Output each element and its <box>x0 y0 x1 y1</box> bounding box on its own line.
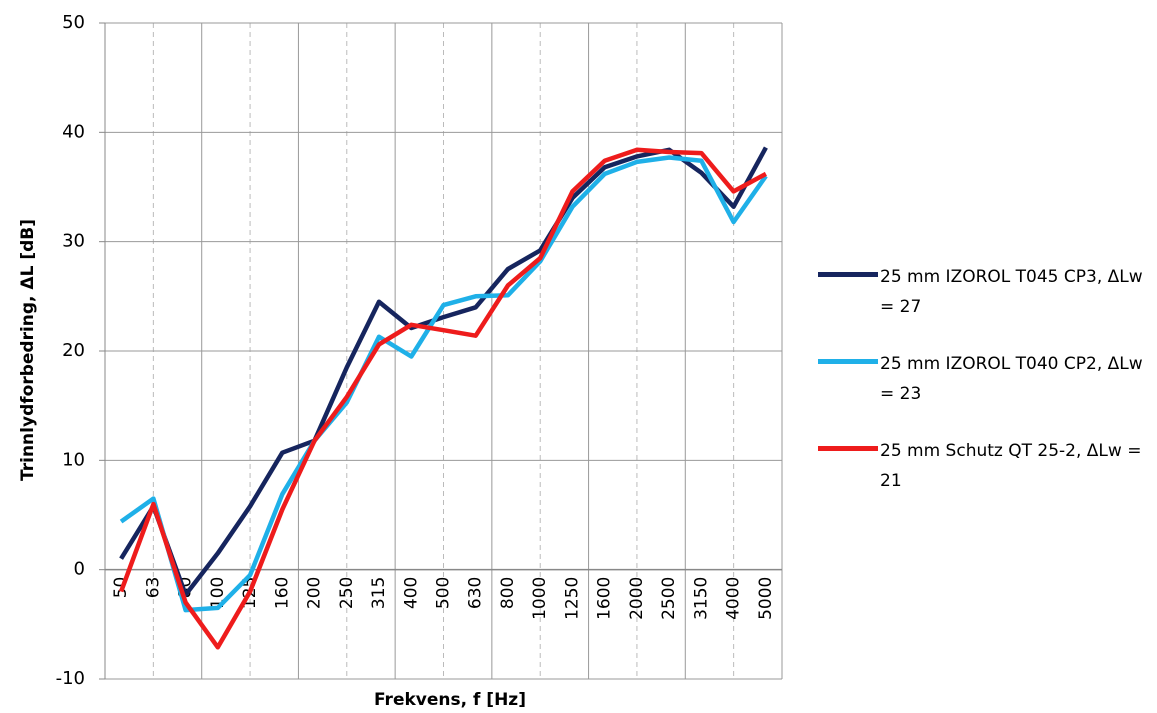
legend-swatch <box>818 359 878 364</box>
y-axis-title: Trinnlydforbedring, ΔL [dB] <box>18 219 38 481</box>
x-tick-label: 5000 <box>756 577 776 620</box>
legend-entry: 25 mm IZOROL T040 CP2, ΔLw = 23 <box>818 349 1153 409</box>
x-tick-label: 4000 <box>724 577 744 620</box>
legend-entry: 25 mm Schutz QT 25-2, ΔLw = 21 <box>818 436 1153 496</box>
y-tick-label: 20 <box>62 340 85 361</box>
y-tick-label: 50 <box>62 12 85 33</box>
y-tick-label: 10 <box>62 449 85 470</box>
legend-label: 25 mm Schutz QT 25-2, ΔLw = 21 <box>880 441 1142 491</box>
legend-swatch <box>818 272 878 277</box>
legend-entry: 25 mm IZOROL T045 CP3, ΔLw = 27 <box>818 262 1153 322</box>
x-tick-label: 63 <box>143 577 163 599</box>
series-line <box>118 147 767 650</box>
y-tick-label: 30 <box>62 231 85 252</box>
x-tick-label: 315 <box>369 577 389 609</box>
x-tick-label: 1600 <box>595 577 615 620</box>
legend-label: 25 mm IZOROL T040 CP2, ΔLw = 23 <box>880 354 1143 404</box>
series-line <box>119 155 768 613</box>
x-tick-label: 400 <box>401 577 421 609</box>
x-tick-label: 160 <box>272 577 292 609</box>
y-tick-label: 0 <box>74 559 85 580</box>
legend-swatch <box>818 446 878 451</box>
x-tick-label: 200 <box>305 577 325 609</box>
x-tick-label: 800 <box>498 577 518 609</box>
x-tick-label: 1000 <box>530 577 550 620</box>
x-tick-label: 3150 <box>691 577 711 620</box>
x-tick-label: 2500 <box>659 577 679 620</box>
x-tick-label: 500 <box>434 577 454 609</box>
x-tick-label: 100 <box>208 577 228 609</box>
x-axis-title: Frekvens, f [Hz] <box>374 690 526 710</box>
y-tick-label: 40 <box>62 121 85 142</box>
legend-label: 25 mm IZOROL T045 CP3, ΔLw = 27 <box>880 267 1143 317</box>
legend: 25 mm IZOROL T045 CP3, ΔLw = 27 25 mm IZO… <box>818 262 1153 523</box>
x-tick-label: 250 <box>337 577 357 609</box>
x-tick-label: 630 <box>466 577 486 609</box>
y-tick-label: -10 <box>56 668 85 689</box>
x-tick-label: 2000 <box>627 577 647 620</box>
x-tick-label: 1250 <box>562 577 582 620</box>
